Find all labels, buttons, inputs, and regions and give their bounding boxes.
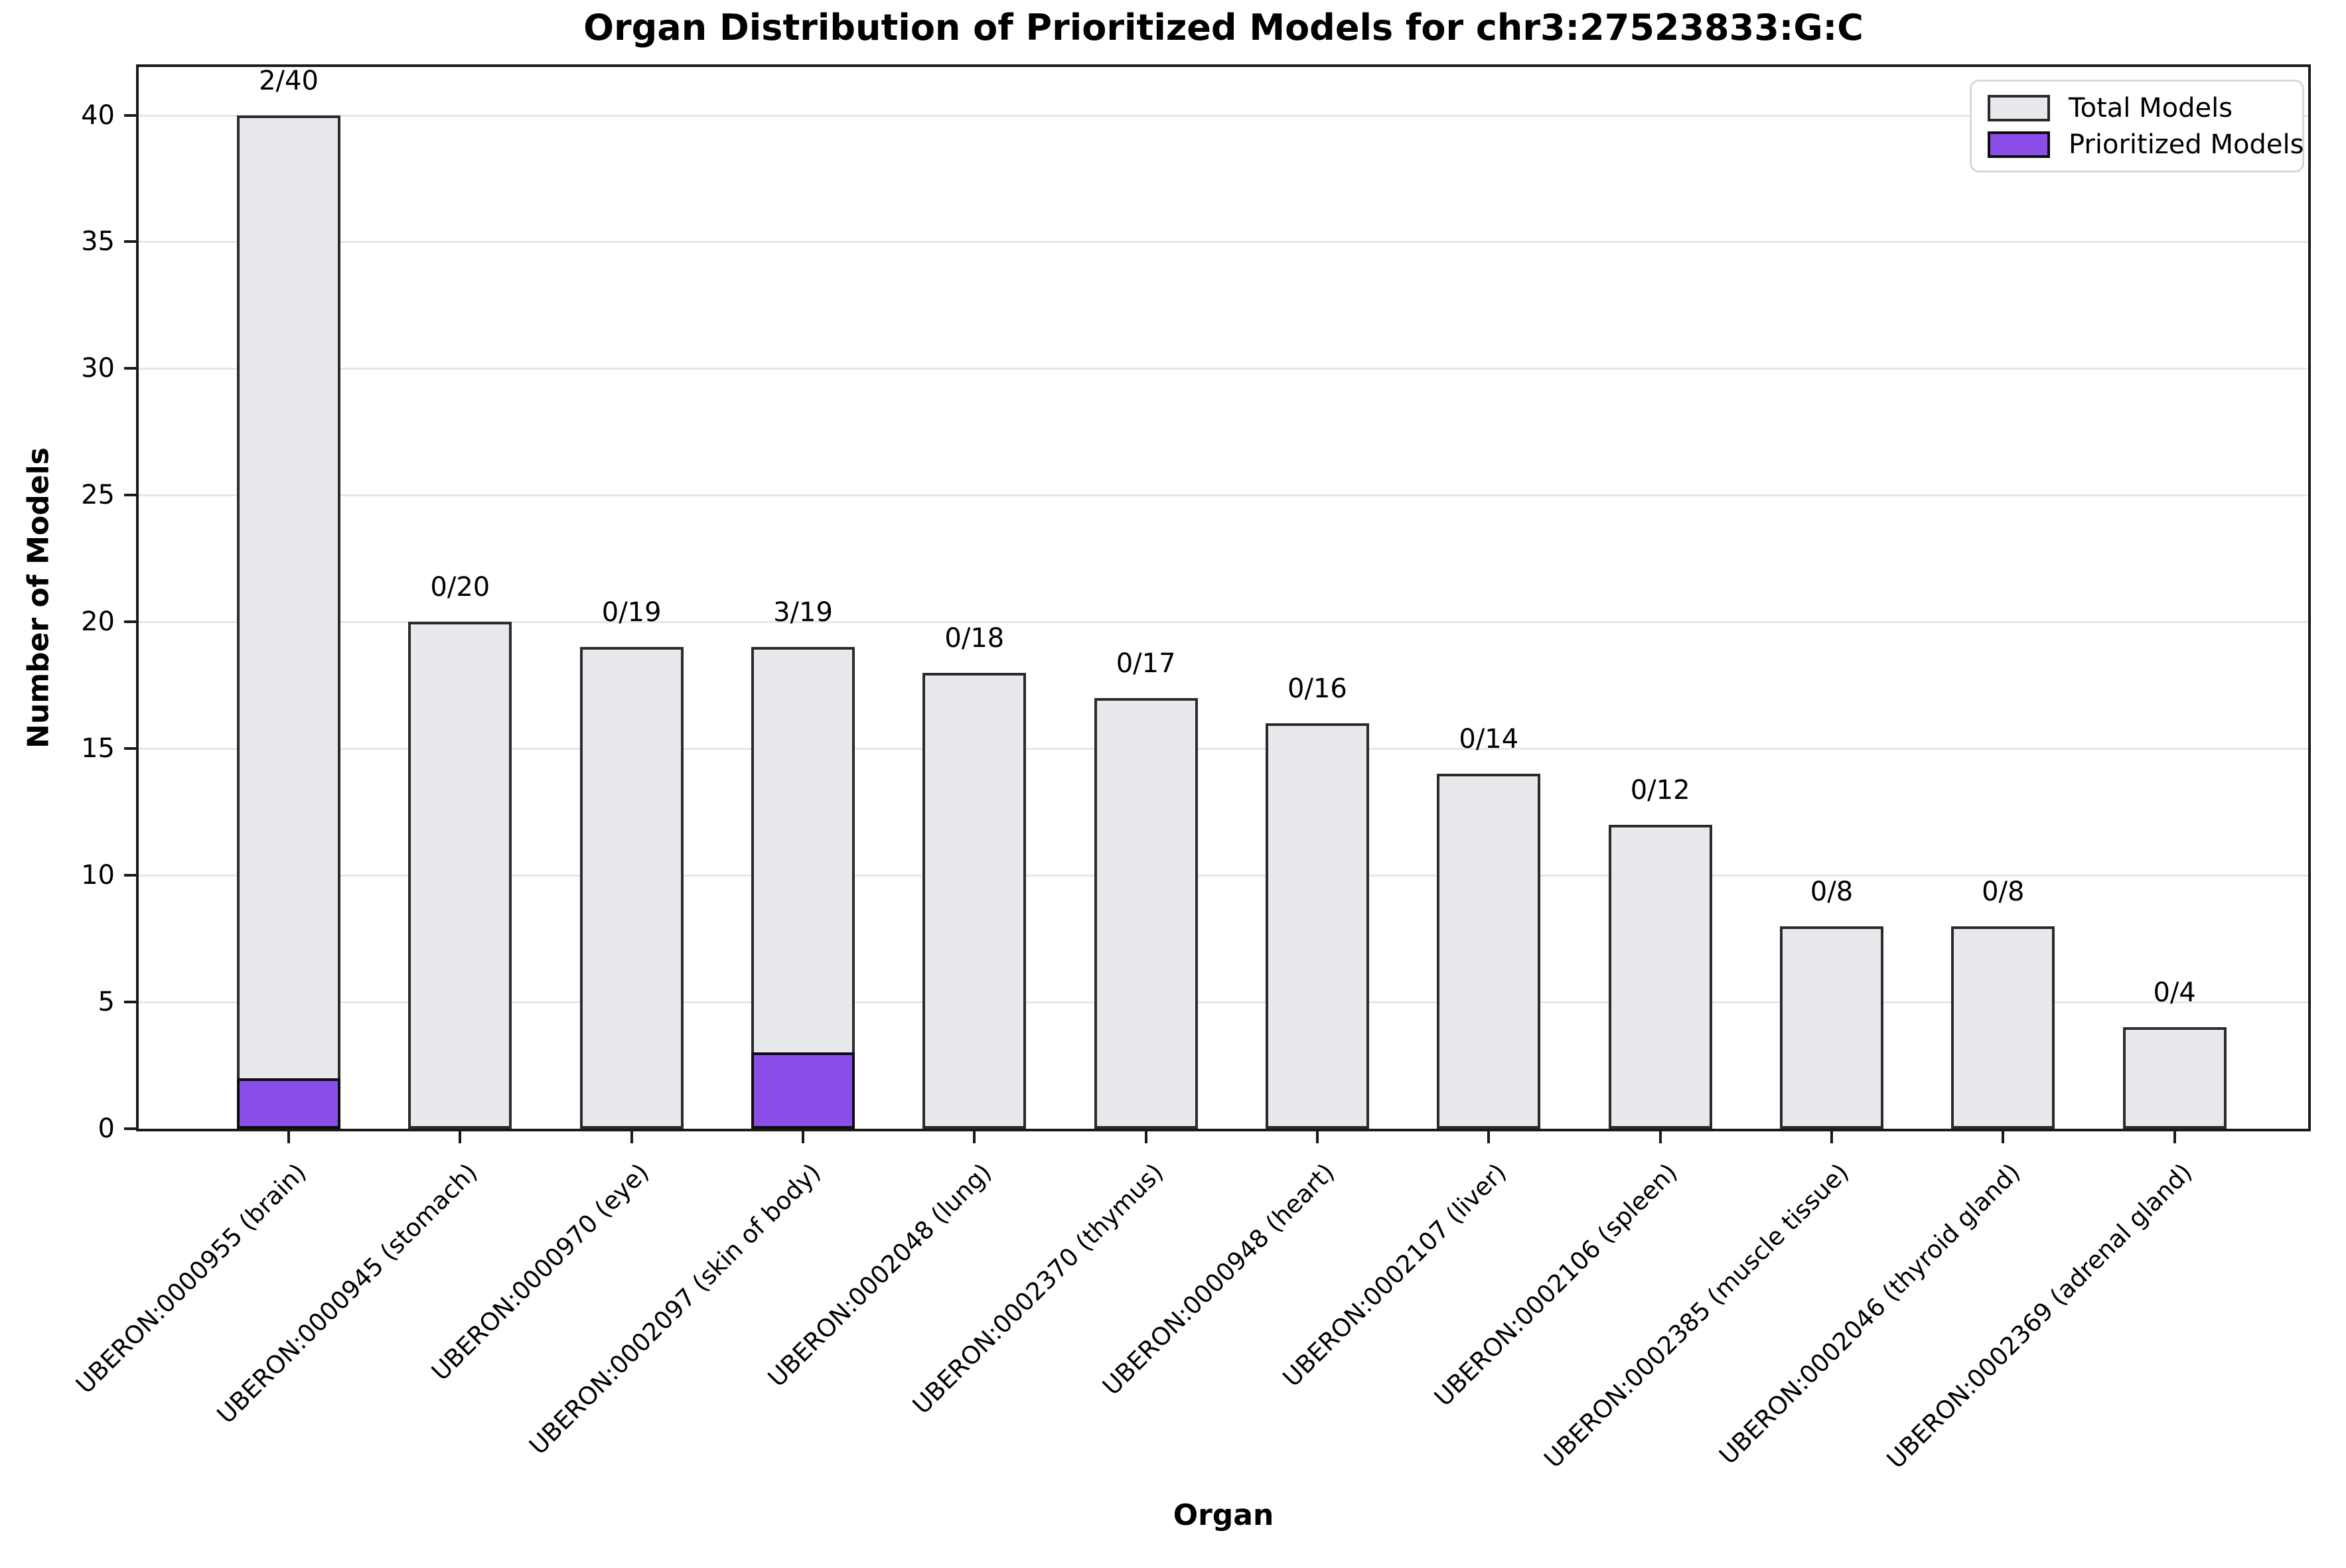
x-tick-label: UBERON:0002097 (skin of body)	[523, 1158, 826, 1461]
x-tick-label: UBERON:0002046 (thyroid gland)	[1714, 1158, 2026, 1470]
x-axis-label: Organ	[1173, 1498, 1274, 1532]
x-tick	[459, 1131, 462, 1143]
y-tick	[124, 494, 136, 497]
bar-total	[237, 115, 340, 1129]
gridline	[139, 875, 2308, 877]
legend-label-total-models: Total Models	[2069, 92, 2233, 123]
y-tick-label: 25	[81, 480, 115, 511]
y-tick	[124, 874, 136, 877]
x-tick	[2173, 1131, 2176, 1143]
x-tick	[1487, 1131, 1491, 1143]
gridline	[139, 748, 2308, 750]
bar-value-label: 0/14	[1459, 724, 1519, 755]
x-tick	[2002, 1131, 2005, 1143]
y-tick	[124, 1001, 136, 1004]
x-tick-label: UBERON:0002385 (muscle tissue)	[1538, 1158, 1855, 1474]
chart-title: Organ Distribution of Prioritized Models…	[583, 7, 1864, 48]
bar-total	[1951, 926, 2055, 1129]
bar-value-label: 2/40	[259, 65, 319, 96]
x-tick	[630, 1131, 633, 1143]
bar-value-label: 0/8	[1982, 876, 2025, 907]
bar-total	[1437, 774, 1541, 1129]
bar-value-label: 0/8	[1810, 876, 1854, 907]
y-tick-label: 40	[81, 100, 115, 131]
y-tick	[124, 620, 136, 624]
x-tick	[1830, 1131, 1833, 1143]
x-tick	[1315, 1131, 1319, 1143]
bar-value-label: 0/17	[1116, 648, 1176, 679]
bar-value-label: 3/19	[773, 597, 833, 628]
bar-total	[1094, 697, 1198, 1129]
bar-value-label: 0/16	[1287, 674, 1347, 705]
y-tick-label: 20	[81, 606, 115, 638]
gridline	[139, 1001, 2308, 1004]
bar-value-label: 0/18	[944, 622, 1005, 654]
x-tick	[801, 1131, 804, 1143]
y-tick	[124, 240, 136, 244]
y-tick	[124, 1127, 136, 1130]
x-tick	[1144, 1131, 1147, 1143]
legend-item-prioritized-models: Prioritized Models	[1988, 129, 2304, 160]
bar-prioritized	[751, 1052, 855, 1129]
legend-swatch-prioritized-models	[1988, 131, 2050, 158]
y-tick-label: 35	[81, 226, 115, 257]
bar-value-label: 0/19	[601, 597, 662, 628]
bar-total	[408, 622, 512, 1129]
x-tick	[1658, 1131, 1662, 1143]
gridline	[139, 494, 2308, 497]
legend-label-prioritized-models: Prioritized Models	[2069, 129, 2304, 160]
bar-total	[751, 647, 855, 1129]
bar-total	[1608, 824, 1712, 1129]
x-tick	[287, 1131, 290, 1143]
y-axis-label: Number of Models	[21, 447, 56, 748]
x-tick-label: UBERON:0002369 (adrenal gland)	[1881, 1158, 2198, 1474]
bar-total	[2122, 1027, 2227, 1129]
bar-total	[922, 672, 1027, 1129]
bar-total	[1779, 926, 1883, 1129]
y-tick	[124, 113, 136, 117]
y-tick-label: 15	[81, 733, 115, 764]
y-tick-label: 0	[98, 1113, 115, 1144]
bar-value-label: 0/4	[2153, 977, 2196, 1009]
bar-value-label: 0/20	[430, 572, 490, 603]
bar-total	[1265, 723, 1369, 1129]
y-tick-label: 30	[81, 353, 115, 384]
gridline	[139, 241, 2308, 244]
y-tick	[124, 747, 136, 750]
bar-value-label: 0/12	[1630, 774, 1690, 806]
plot-area: 0 5 10 15 20 25 30 35 40 2/40 UBERON:0000955 (brai…	[70, 64, 2311, 1474]
bar-total	[579, 647, 684, 1129]
legend-item-total-models: Total Models	[1988, 93, 2286, 123]
legend: Total Models Prioritized Models	[1970, 80, 2304, 173]
gridline	[139, 368, 2308, 370]
gridline	[139, 621, 2308, 624]
y-tick-label: 5	[98, 987, 115, 1018]
gridline	[139, 114, 2308, 117]
y-tick-label: 10	[81, 860, 115, 891]
x-tick	[973, 1131, 976, 1143]
y-tick	[124, 367, 136, 370]
legend-swatch-total-models	[1988, 94, 2050, 121]
bar-prioritized	[237, 1078, 340, 1129]
